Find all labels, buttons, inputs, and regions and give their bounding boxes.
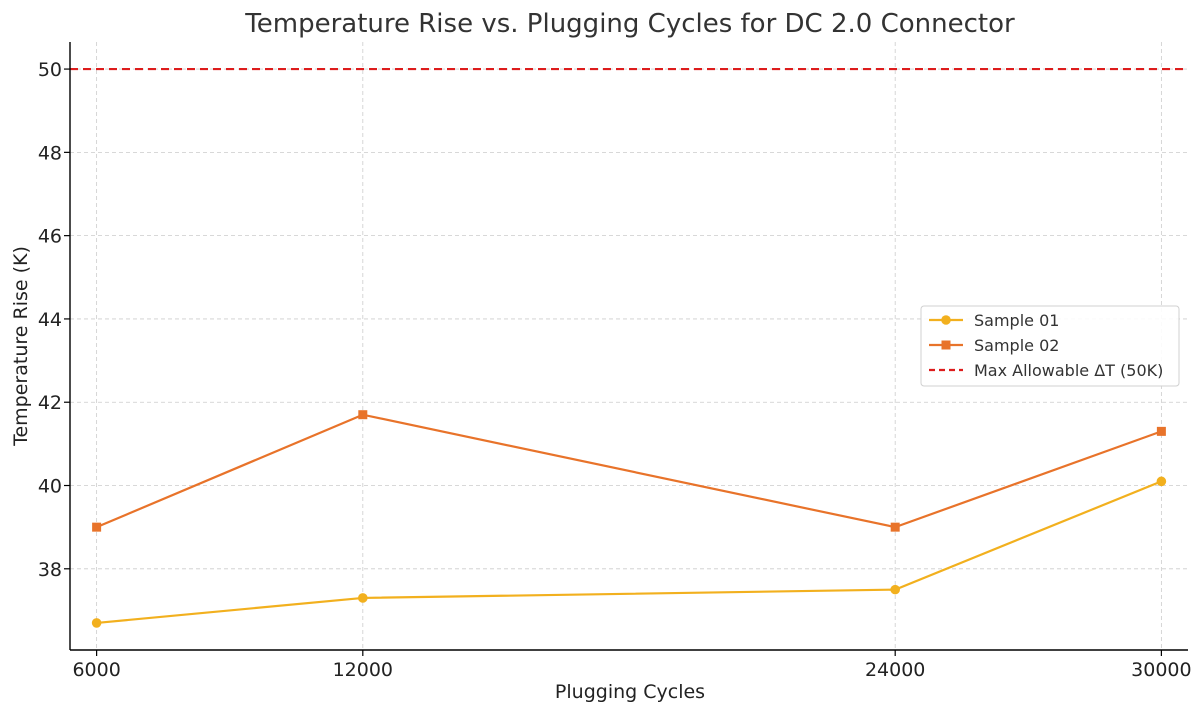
series-line-2 <box>96 413 1162 529</box>
y-axis-label: Temperature Rise (K) <box>10 246 32 447</box>
x-tick-label: 12000 <box>333 659 393 681</box>
x-tick-label: 30000 <box>1131 659 1191 681</box>
series-group <box>91 410 1167 628</box>
y-tick-label: 46 <box>38 226 62 248</box>
data-point-sample-01 <box>890 584 900 595</box>
legend-label: Sample 02 <box>974 336 1059 355</box>
legend: Sample 01 Sample 02 Max Allowable ΔT (50K) <box>920 305 1180 387</box>
x-axis-label: Plugging Cycles <box>555 681 705 703</box>
legend-label: Sample 01 <box>974 311 1059 330</box>
axes <box>69 42 1188 651</box>
data-point-sample-01 <box>91 618 102 628</box>
y-tick-label: 38 <box>38 559 62 581</box>
data-point-sample-02 <box>890 522 900 532</box>
legend-label: Max Allowable ΔT (50K) <box>974 361 1163 380</box>
data-point-sample-02 <box>1156 426 1166 436</box>
data-point-sample-02 <box>358 410 368 420</box>
y-tick-label: 48 <box>38 142 62 164</box>
legend-marker-circle <box>941 315 951 325</box>
y-tick-label: 44 <box>38 309 62 331</box>
series-line-1 <box>96 480 1162 625</box>
data-point-sample-02 <box>92 522 102 532</box>
data-point-sample-01 <box>358 593 368 603</box>
ticks: 38 40 42 44 46 48 50 6000 12000 24000 30000 <box>38 59 1192 681</box>
legend-marker-square <box>941 340 951 350</box>
y-tick-label: 42 <box>38 392 62 414</box>
y-tick-label: 50 <box>38 59 62 81</box>
data-point-sample-01 <box>1156 476 1167 487</box>
y-tick-label: 40 <box>38 476 62 498</box>
chart-title: Temperature Rise vs. Plugging Cycles for… <box>244 9 1015 39</box>
legend-box <box>920 305 1180 387</box>
x-tick-label: 24000 <box>865 659 925 681</box>
x-tick-label: 6000 <box>72 659 120 681</box>
